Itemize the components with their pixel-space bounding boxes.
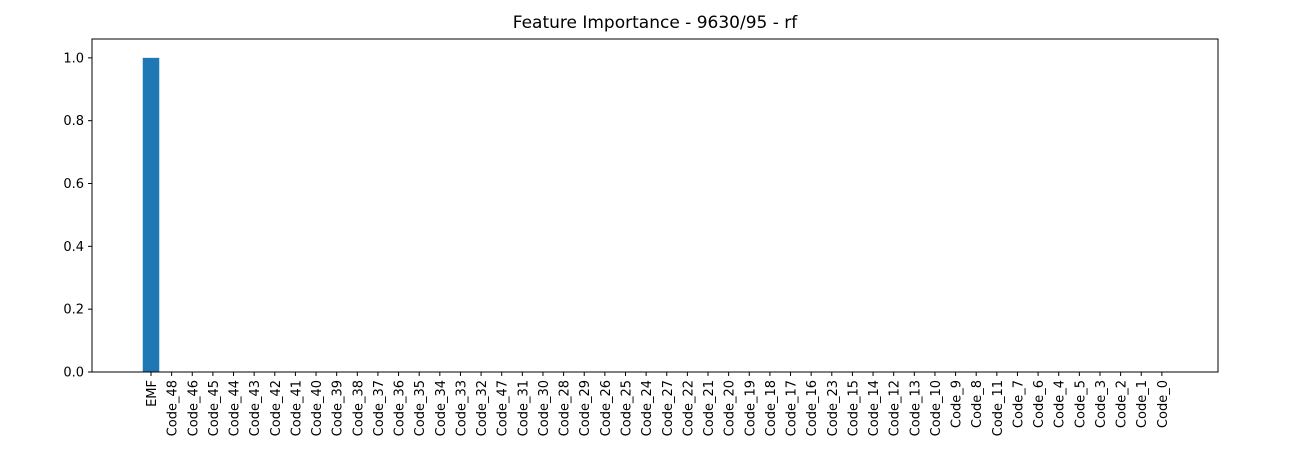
x-tick-label: Code_11 <box>991 380 1006 436</box>
x-tick-label: Code_47 <box>496 380 511 436</box>
y-tick-label: 0.2 <box>63 303 84 318</box>
x-tick-label: Code_0 <box>1156 380 1171 428</box>
x-tick-label: Code_34 <box>434 380 449 436</box>
bars-group <box>142 57 160 372</box>
x-tick-label: Code_13 <box>908 380 923 436</box>
x-tick-label: Code_29 <box>578 380 593 436</box>
x-tick-label: Code_18 <box>764 380 779 436</box>
plot-frame <box>91 38 1219 373</box>
bar-emf <box>142 57 160 372</box>
x-tick-label: Code_3 <box>1094 380 1109 428</box>
x-tick-label: Code_36 <box>393 380 408 436</box>
x-tick-label: Code_32 <box>475 380 490 436</box>
x-tick-label: Code_33 <box>454 380 469 436</box>
x-tick-label: Code_27 <box>661 380 676 436</box>
x-tick-label: Code_6 <box>1032 380 1047 428</box>
x-tick-label: Code_8 <box>970 380 985 428</box>
x-tick-label: Code_28 <box>558 380 573 436</box>
x-tick-label: Code_22 <box>681 380 696 436</box>
x-tick-label: Code_38 <box>351 380 366 436</box>
x-tick-label: Code_1 <box>1135 380 1150 428</box>
x-tick-label: Code_15 <box>846 380 861 436</box>
x-tick-label: Code_7 <box>1011 380 1026 428</box>
y-tick-label: 0.4 <box>63 240 84 255</box>
x-tick-label: Code_25 <box>619 380 634 436</box>
y-tick-label: 1.0 <box>63 51 84 66</box>
x-tick-label: Code_44 <box>228 380 243 436</box>
x-tick-label: Code_12 <box>888 380 903 436</box>
y-tick-label: 0.6 <box>63 177 84 192</box>
x-tick-label: Code_24 <box>640 380 655 436</box>
x-tick-label: Code_30 <box>537 380 552 436</box>
x-tick-label: Code_39 <box>331 380 346 436</box>
x-tick-label: Code_10 <box>929 380 944 436</box>
x-tick-label: Code_21 <box>702 380 717 436</box>
x-tick-label: Code_43 <box>248 380 263 436</box>
x-tick-label: Code_41 <box>289 380 304 436</box>
x-tick-label: Code_5 <box>1073 380 1088 428</box>
y-tick-label: 0.0 <box>63 366 84 381</box>
x-tick-label: Code_17 <box>785 380 800 436</box>
x-tick-label: Code_14 <box>867 380 882 436</box>
x-tick-label: Code_37 <box>372 380 387 436</box>
x-tick-label: Code_23 <box>826 380 841 436</box>
x-tick-label: Code_35 <box>413 380 428 436</box>
x-tick-label: Code_9 <box>950 380 965 428</box>
y-axis: 0.0 0.2 0.4 0.6 0.8 1.0 <box>63 51 92 381</box>
x-tick-label: Code_20 <box>723 380 738 436</box>
x-tick-label: Code_2 <box>1115 380 1130 428</box>
x-tick-label: Code_4 <box>1053 380 1068 428</box>
chart-title: Feature Importance - 9630/95 - rf <box>513 13 799 33</box>
x-tick-label: Code_31 <box>516 380 531 436</box>
x-tick-label: Code_48 <box>166 380 181 436</box>
x-tick-label: Code_45 <box>207 380 222 436</box>
x-tick-label: Code_16 <box>805 380 820 436</box>
x-tick-label: Code_19 <box>743 380 758 436</box>
y-tick-label: 0.8 <box>63 114 84 129</box>
x-tick-label: Code_42 <box>269 380 284 436</box>
x-tick-label: Code_46 <box>186 380 201 436</box>
x-axis: EMF Code_48 Code_46 Code_45 Code_44 Code_43 Co… <box>145 372 1171 436</box>
x-tick-label: EMF <box>145 380 160 407</box>
x-tick-label: Code_40 <box>310 380 325 436</box>
x-tick-label: Code_26 <box>599 380 614 436</box>
